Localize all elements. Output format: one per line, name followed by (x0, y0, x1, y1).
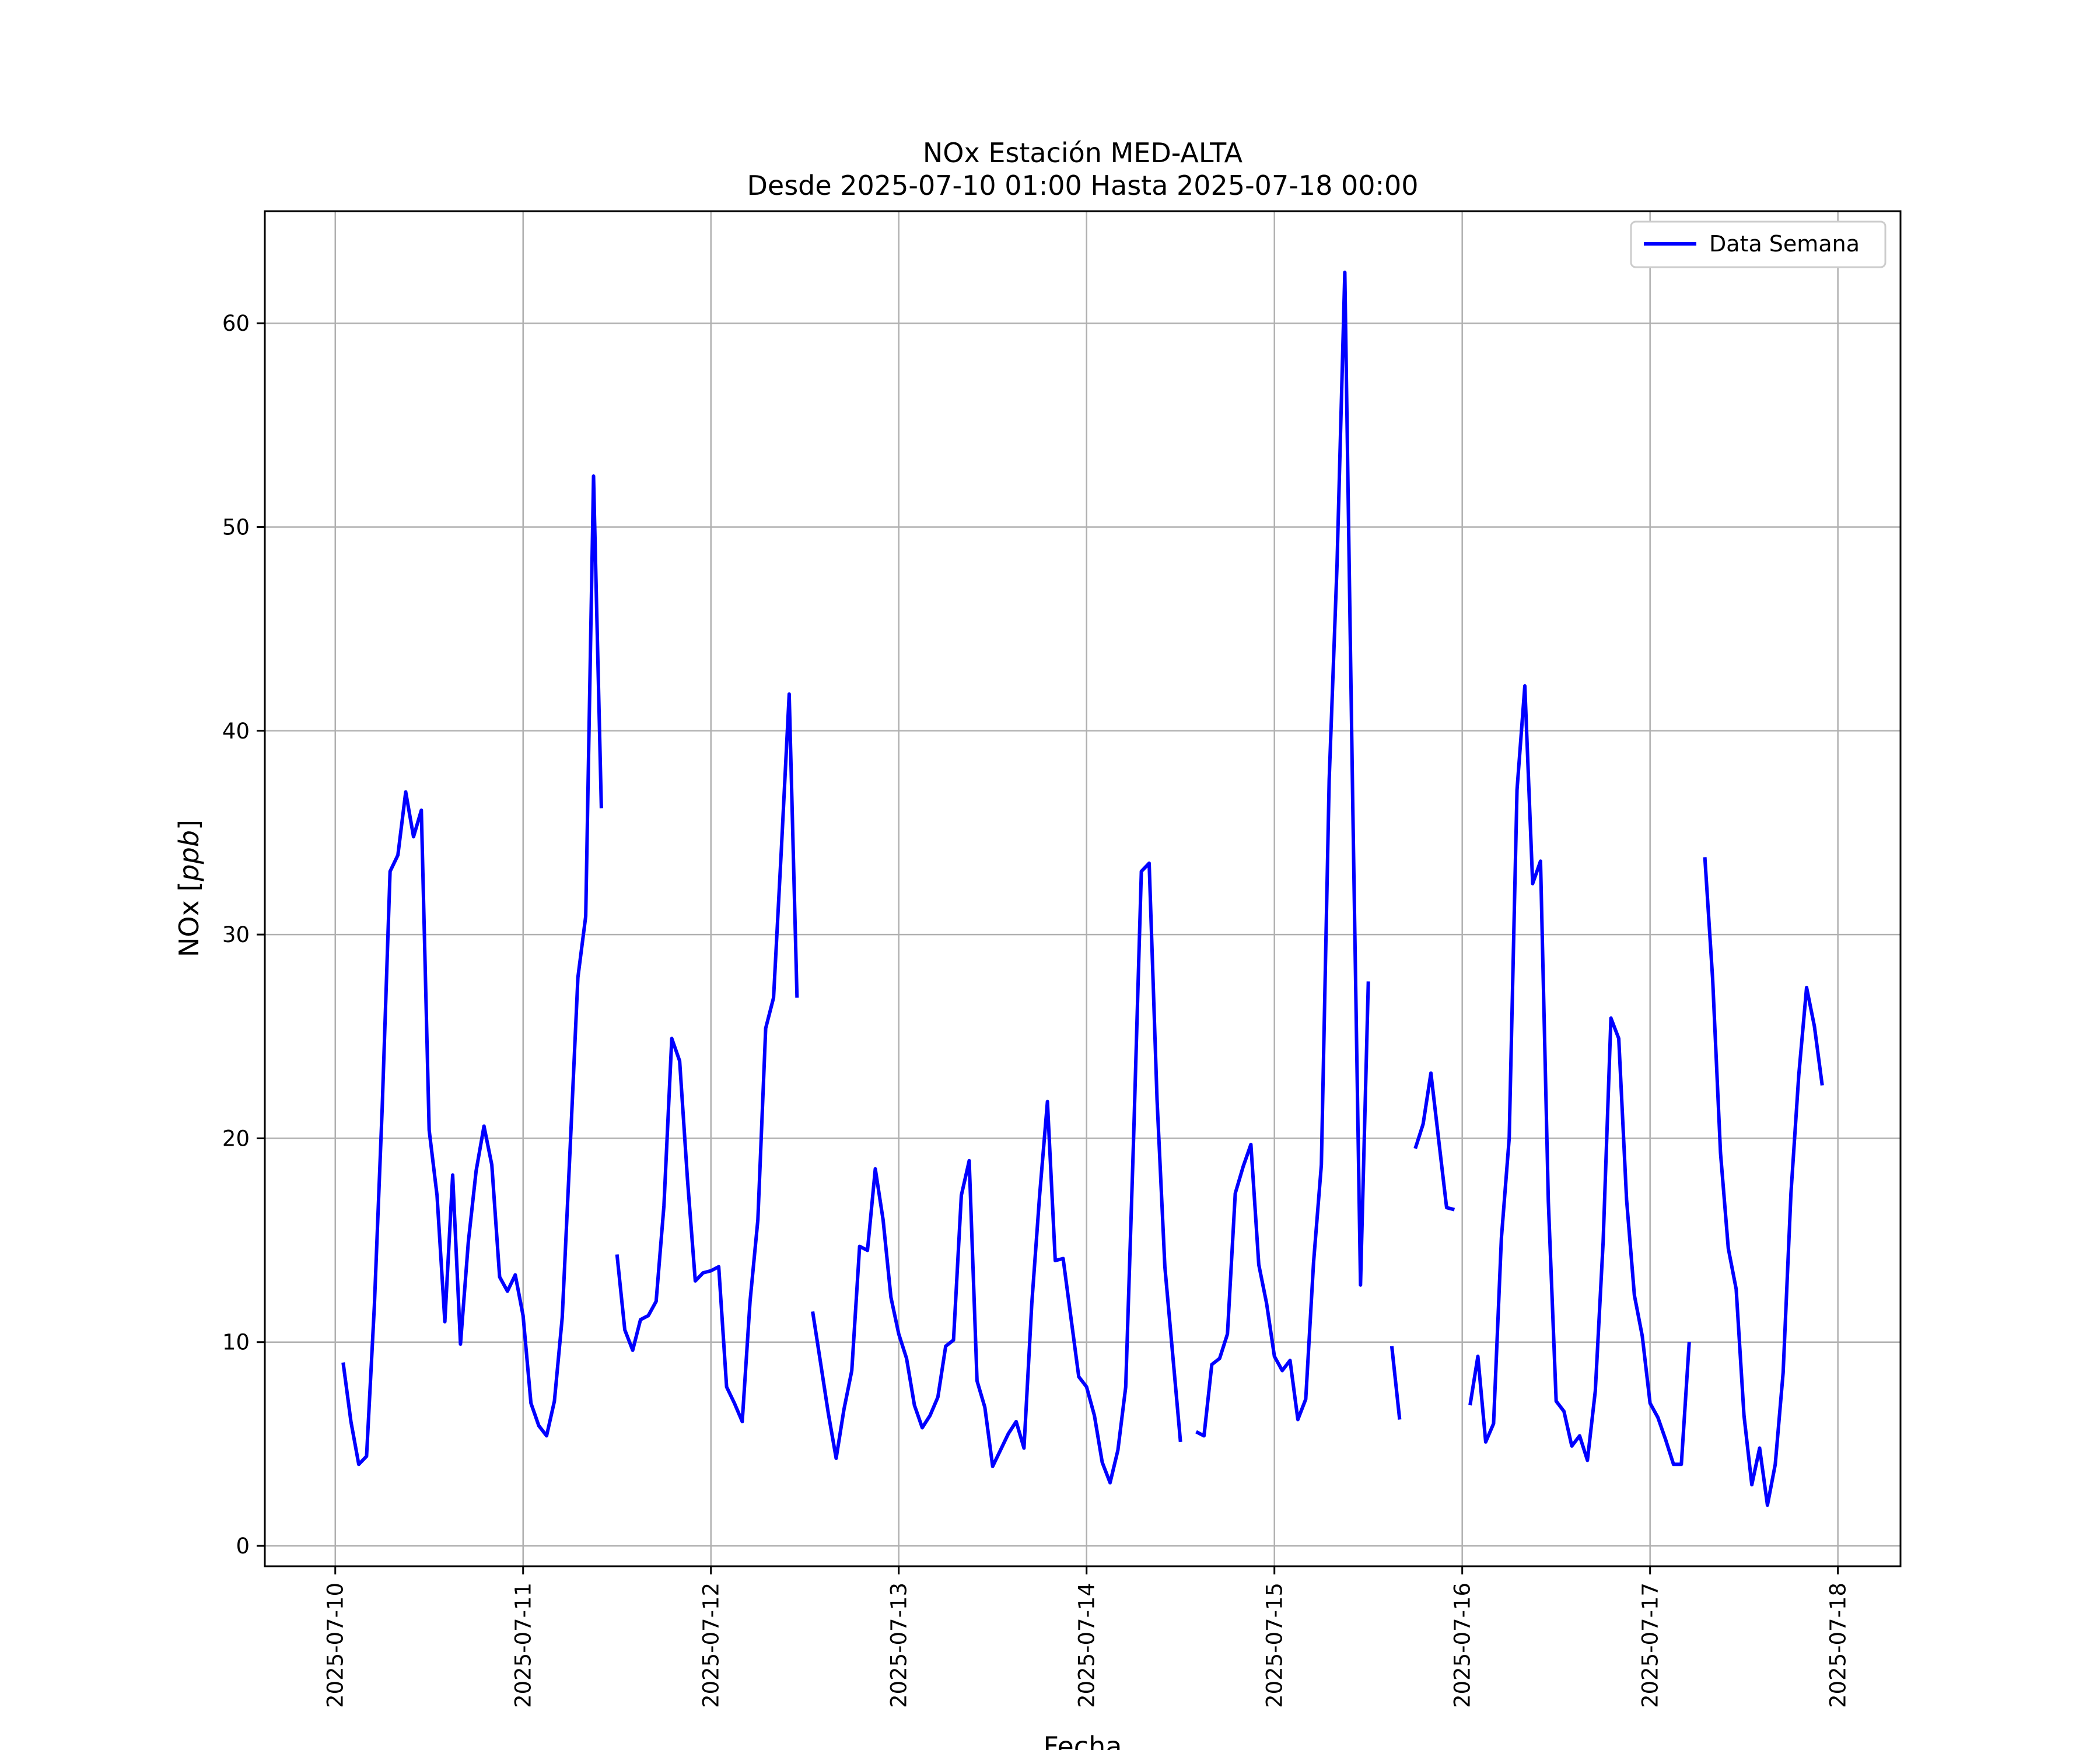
chart-subtitle: Desde 2025-07-10 01:00 Hasta 2025-07-18 … (747, 170, 1418, 201)
chart-title: NOx Estación MED-ALTA (923, 137, 1243, 169)
y-axis-label-prefix: NOx [ (173, 881, 205, 957)
series-line (341, 270, 1824, 1507)
x-tick-label: 2025-07-11 (511, 1583, 536, 1708)
y-tick-label: 20 (222, 1126, 250, 1151)
plot-frame (264, 210, 1902, 1567)
y-axis-label: NOx [ppb] (173, 820, 205, 957)
x-tick-label: 2025-07-16 (1450, 1583, 1475, 1708)
y-tick-label: 0 (236, 1534, 250, 1559)
legend-box (1630, 220, 1887, 268)
y-tick-label: 40 (222, 719, 250, 744)
y-axis-ticks: 0 10 20 30 40 50 60 (222, 311, 265, 1559)
x-axis-label: Fecha (1044, 1731, 1122, 1750)
y-axis-label-suffix: ] (173, 820, 205, 830)
legend: Data Semana (1630, 220, 1887, 268)
x-tick-label: 2025-07-17 (1638, 1583, 1663, 1708)
x-tick-label: 2025-07-14 (1074, 1583, 1100, 1708)
grid-lines (265, 211, 1901, 1566)
x-tick-label: 2025-07-13 (887, 1583, 912, 1708)
data-series-line (341, 270, 1824, 1507)
y-tick-label: 30 (222, 922, 250, 947)
x-tick-label: 2025-07-12 (699, 1583, 724, 1708)
x-tick-label: 2025-07-18 (1826, 1583, 1851, 1708)
y-tick-label: 10 (222, 1330, 250, 1355)
x-axis-ticks: 2025-07-10 2025-07-11 2025-07-12 2025-07-13… (323, 1566, 1851, 1708)
x-tick-label: 2025-07-15 (1262, 1583, 1287, 1708)
y-axis-label-unit: ppb (173, 830, 205, 882)
y-tick-label: 60 (222, 311, 250, 336)
y-tick-label: 50 (222, 514, 250, 540)
x-tick-label: 2025-07-10 (323, 1583, 348, 1708)
legend-label: Data Semana (1709, 231, 1860, 257)
